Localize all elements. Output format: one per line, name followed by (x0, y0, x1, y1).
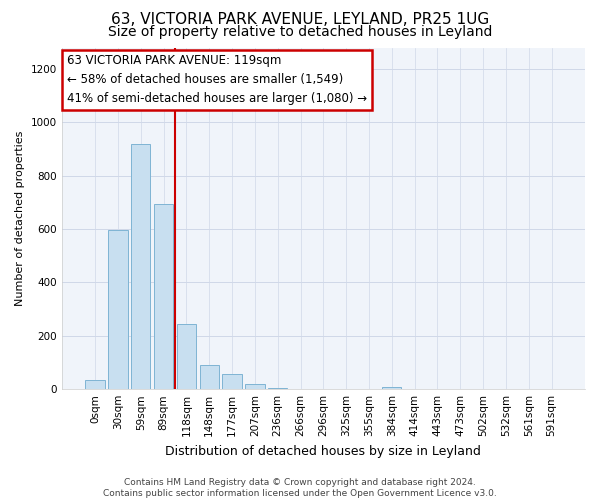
Bar (85, 380, 105, 389)
Bar (223, 374, 242, 389)
X-axis label: Distribution of detached houses by size in Leyland: Distribution of detached houses by size … (166, 444, 481, 458)
Y-axis label: Number of detached properties: Number of detached properties (15, 130, 25, 306)
Bar (268, 388, 287, 389)
Bar (108, 230, 128, 389)
Bar (200, 365, 219, 389)
Text: 63, VICTORIA PARK AVENUE, LEYLAND, PR25 1UG: 63, VICTORIA PARK AVENUE, LEYLAND, PR25 … (111, 12, 489, 28)
Bar (154, 204, 173, 389)
Text: Size of property relative to detached houses in Leyland: Size of property relative to detached ho… (108, 25, 492, 39)
Bar (382, 386, 401, 389)
Text: 63 VICTORIA PARK AVENUE: 119sqm
← 58% of detached houses are smaller (1,549)
41%: 63 VICTORIA PARK AVENUE: 119sqm ← 58% of… (67, 54, 367, 106)
Bar (131, 144, 151, 389)
Bar (245, 384, 265, 389)
Bar (177, 324, 196, 389)
Text: Contains HM Land Registry data © Crown copyright and database right 2024.
Contai: Contains HM Land Registry data © Crown c… (103, 478, 497, 498)
